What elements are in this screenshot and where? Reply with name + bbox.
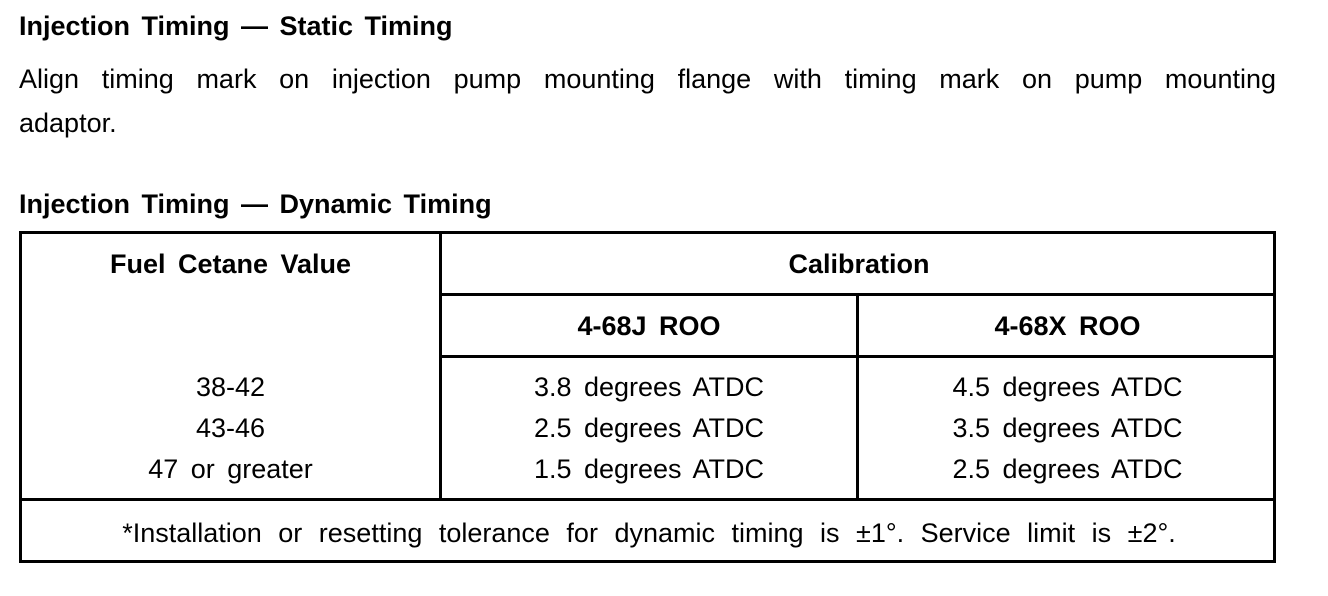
timing-table: Fuel Cetane Value Calibration 4-68J ROO … bbox=[19, 231, 1276, 563]
table-cell: 3.5 degrees ATDC bbox=[952, 413, 1183, 443]
table-cell: 2.5 degrees ATDC bbox=[952, 454, 1183, 484]
section-title: Injection Timing — Dynamic Timing bbox=[19, 189, 492, 219]
table-cell: 47 or greater bbox=[148, 454, 313, 484]
header-cell: 4-68J ROO bbox=[577, 311, 721, 341]
table-cell: 4.5 degrees ATDC bbox=[952, 372, 1183, 402]
paragraph-line: adaptor. bbox=[19, 108, 117, 138]
footnote: *Installation or resetting tolerance for… bbox=[122, 518, 1176, 548]
table-cell: 2.5 degrees ATDC bbox=[533, 413, 765, 443]
header-cell: Calibration bbox=[788, 249, 930, 279]
header-cell: Fuel Cetane Value bbox=[109, 249, 352, 279]
table-cell: 38-42 bbox=[195, 372, 266, 402]
rule bbox=[439, 293, 1276, 296]
rule bbox=[856, 293, 859, 498]
rule bbox=[22, 498, 1276, 501]
section-title: Injection Timing — Static Timing bbox=[19, 11, 453, 41]
rule bbox=[439, 234, 442, 498]
rule bbox=[439, 355, 1276, 358]
table-cell: 3.8 degrees ATDC bbox=[533, 372, 765, 402]
header-cell: 4-68X ROO bbox=[994, 311, 1141, 341]
paragraph-line: Align timing mark on injection pump moun… bbox=[19, 64, 1276, 94]
table-cell: 1.5 degrees ATDC bbox=[533, 454, 765, 484]
table-cell: 43-46 bbox=[195, 413, 266, 443]
